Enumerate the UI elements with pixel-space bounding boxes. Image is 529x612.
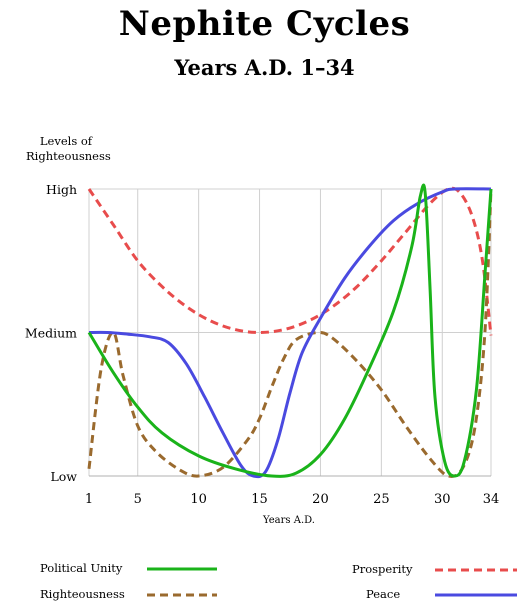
x-tick-label: 5 bbox=[134, 492, 142, 507]
series-line-political-unity bbox=[87, 183, 493, 478]
x-tick-label: 20 bbox=[312, 492, 329, 507]
x-tick-label: 10 bbox=[190, 492, 207, 507]
y-tick-label-high: High bbox=[46, 182, 77, 197]
x-tick-label: 25 bbox=[373, 492, 390, 507]
series-line-peace bbox=[88, 187, 492, 479]
y-tick-label-low: Low bbox=[50, 469, 77, 484]
x-tick-label: 1 bbox=[85, 492, 93, 507]
chart-subtitle: Years A.D. 1–34 bbox=[174, 55, 355, 80]
legend-label-prosperity: Prosperity bbox=[352, 562, 413, 576]
legend: Political Unity Righteousness Prosperity Pe… bbox=[40, 561, 517, 601]
x-axis-label: Years A.D. bbox=[262, 515, 315, 526]
x-tick-label: 34 bbox=[483, 492, 500, 507]
legend-label-peace: Peace bbox=[366, 587, 400, 601]
x-tick-label: 15 bbox=[251, 492, 268, 507]
legend-label-righteousness: Righteousness bbox=[40, 587, 125, 601]
series-lines bbox=[87, 183, 493, 479]
x-tick-label: 30 bbox=[434, 492, 451, 507]
y-axis-label: Levels of Righteousness bbox=[26, 134, 111, 163]
legend-label-political-unity: Political Unity bbox=[40, 561, 123, 575]
y-tick-label-medium: Medium bbox=[25, 326, 77, 341]
chart-title: Nephite Cycles bbox=[118, 4, 411, 44]
